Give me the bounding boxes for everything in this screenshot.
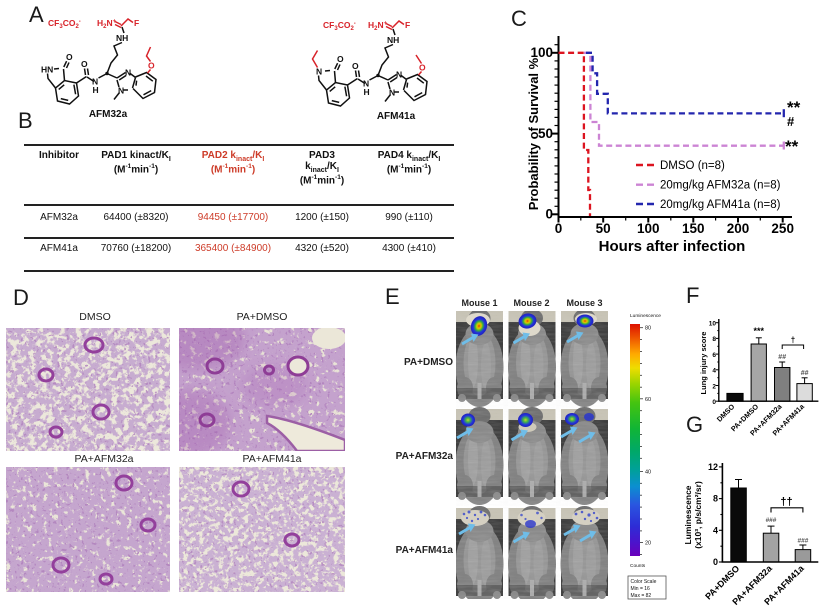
svg-text:200: 200 — [727, 221, 750, 236]
svg-text:Lung injury score: Lung injury score — [700, 332, 708, 395]
svg-text:(x10³, p/s/cm²/sr): (x10³, p/s/cm²/sr) — [693, 481, 703, 549]
svg-text:4: 4 — [712, 368, 716, 375]
svg-text:O: O — [419, 63, 426, 73]
svg-text:8: 8 — [713, 494, 718, 504]
svg-text:***: *** — [754, 326, 765, 336]
svg-text:100: 100 — [637, 221, 660, 236]
svg-text:N: N — [316, 67, 322, 77]
svg-text:0: 0 — [545, 207, 553, 222]
svg-text:N: N — [363, 79, 369, 89]
svg-text:###: ### — [766, 517, 777, 524]
svg-text:Min = 16: Min = 16 — [631, 586, 651, 592]
svg-text:250: 250 — [771, 221, 794, 236]
svg-text:0: 0 — [712, 399, 716, 406]
svg-text:Max = 82: Max = 82 — [631, 593, 652, 599]
svg-text:8: 8 — [712, 336, 716, 343]
svg-text:60: 60 — [645, 397, 651, 403]
svg-text:HN: HN — [41, 65, 53, 75]
svg-text:N: N — [118, 86, 124, 96]
svg-text:12: 12 — [708, 462, 718, 472]
svg-text:O: O — [66, 52, 73, 62]
svg-text:50: 50 — [538, 126, 553, 141]
svg-text:100: 100 — [530, 45, 553, 60]
svg-text:N: N — [92, 77, 98, 87]
svg-text:O: O — [81, 59, 88, 69]
svg-text:6: 6 — [712, 352, 716, 359]
svg-text:H2N+: H2N+ — [368, 20, 388, 32]
svg-text:DMSO (n=8): DMSO (n=8) — [660, 160, 725, 172]
svg-text:NH: NH — [116, 33, 128, 43]
svg-text:20mg/kg AFM32a (n=8): 20mg/kg AFM32a (n=8) — [660, 180, 781, 192]
svg-text:150: 150 — [682, 221, 705, 236]
svg-text:Luminescence: Luminescence — [630, 313, 661, 319]
svg-text:**: ** — [787, 98, 801, 117]
svg-text:Color Scale: Color Scale — [631, 579, 657, 585]
svg-text:**: ** — [785, 137, 799, 156]
svg-text:AFM41a: AFM41a — [377, 111, 416, 122]
svg-text:#: # — [787, 114, 795, 129]
svg-text:H2N+: H2N+ — [97, 18, 117, 30]
svg-text:H: H — [364, 87, 370, 97]
svg-text:O: O — [148, 61, 155, 71]
svg-text:N: N — [125, 68, 131, 78]
svg-text:DMSO: DMSO — [715, 402, 737, 424]
svg-text:CF3CO2-: CF3CO2- — [48, 18, 81, 30]
svg-text:40: 40 — [645, 469, 651, 475]
svg-text:F: F — [405, 20, 410, 30]
svg-text:CF3CO2-: CF3CO2- — [323, 20, 356, 32]
svg-text:N: N — [389, 88, 395, 98]
svg-text:O: O — [337, 54, 344, 64]
svg-text:†: † — [791, 336, 795, 345]
svg-text:Luminescence: Luminescence — [683, 485, 693, 544]
svg-text:2: 2 — [712, 383, 716, 390]
svg-text:##: ## — [801, 370, 809, 377]
svg-text:NH: NH — [387, 35, 399, 45]
svg-text:10: 10 — [709, 321, 717, 328]
svg-text:N: N — [396, 70, 402, 80]
svg-text:80: 80 — [645, 326, 651, 332]
svg-text:20: 20 — [645, 541, 651, 547]
svg-text:##: ## — [778, 354, 786, 361]
svg-text:###: ### — [797, 538, 808, 545]
svg-text:50: 50 — [596, 221, 611, 236]
svg-text:Counts: Counts — [630, 563, 646, 569]
svg-text:4: 4 — [713, 525, 718, 535]
svg-text:H: H — [93, 85, 99, 95]
svg-text:††: †† — [780, 496, 792, 508]
svg-text:0: 0 — [713, 557, 718, 567]
svg-text:Hours after infection: Hours after infection — [599, 238, 746, 255]
svg-text:AFM32a: AFM32a — [89, 109, 128, 120]
svg-text:0: 0 — [555, 221, 563, 236]
svg-text:Probability of Survival %: Probability of Survival % — [526, 57, 541, 210]
svg-text:F: F — [134, 18, 139, 28]
svg-text:20mg/kg AFM41a (n=8): 20mg/kg AFM41a (n=8) — [660, 199, 781, 211]
svg-text:O: O — [352, 61, 359, 71]
